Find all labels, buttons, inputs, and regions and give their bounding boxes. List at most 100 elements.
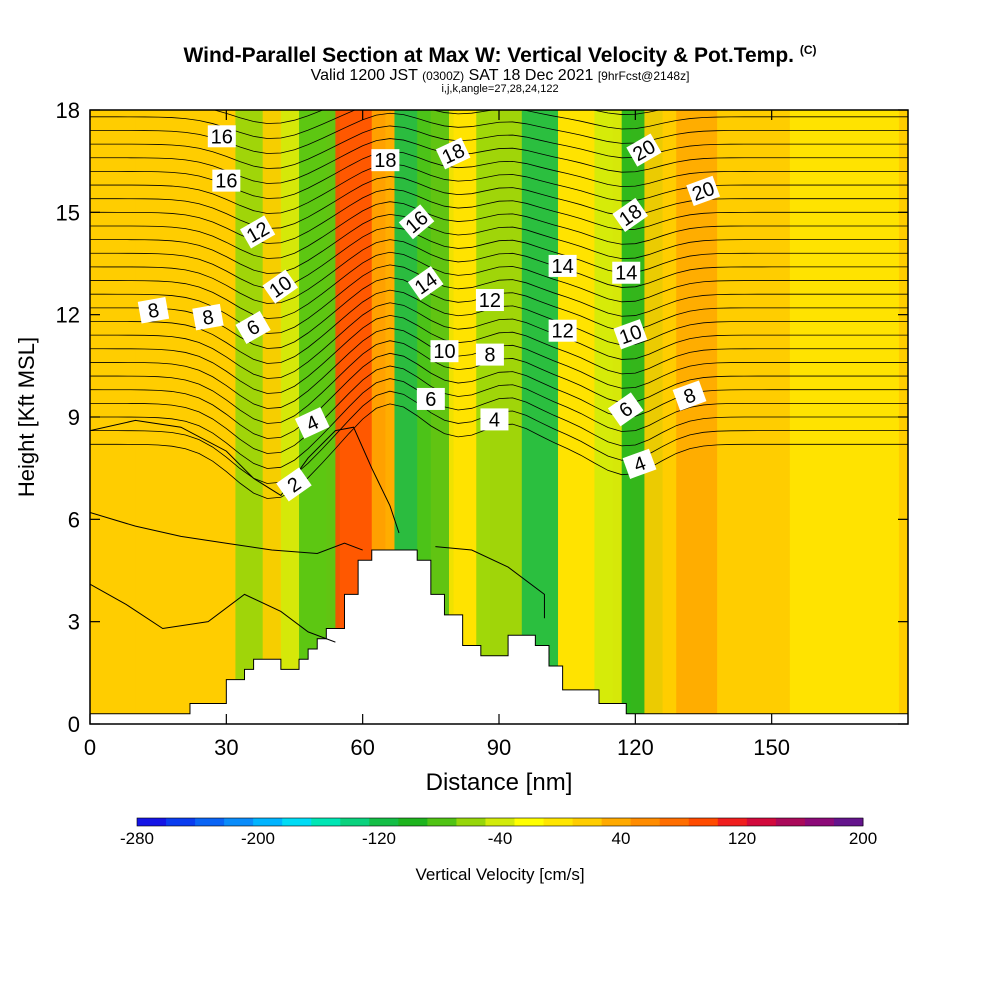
- chart-subtitle: Valid 1200 JST (0300Z) SAT 18 Dec 2021 […: [310, 67, 690, 84]
- theta-contour-line: [90, 201, 908, 259]
- contour-label-bg: [548, 254, 577, 277]
- colorbar-tick-label: -280: [120, 829, 154, 848]
- contour-label-text: 14: [615, 263, 637, 285]
- contour-label-bg: [622, 448, 657, 479]
- theta-contour-line: [90, 125, 908, 169]
- theta-contour-line: [90, 213, 908, 274]
- theta-contour-line: [90, 251, 908, 319]
- contour-label-text: 6: [425, 389, 436, 411]
- x-tick-label: 150: [753, 735, 790, 760]
- contour-label-bg: [548, 319, 577, 342]
- contour-label-text: 16: [211, 126, 233, 148]
- colorbar-swatch: [630, 818, 661, 826]
- theta-contour-line: [90, 583, 336, 643]
- theta-contour-label: 4: [622, 448, 657, 479]
- colorbar-swatch: [804, 818, 835, 826]
- colorbar-tick-label: 120: [728, 829, 756, 848]
- contour-label-text: 12: [479, 290, 501, 312]
- contour-label-bg: [240, 215, 276, 249]
- theta-contour-line: [90, 378, 908, 469]
- velocity-band: [521, 110, 559, 724]
- contour-label-bg: [475, 343, 504, 366]
- colorbar-swatch: [833, 818, 864, 826]
- contour-label-bg: [262, 269, 299, 304]
- contour-label-bg: [407, 266, 444, 301]
- colorbar: [136, 817, 864, 827]
- theta-contour-label: 12: [475, 289, 504, 312]
- colorbar-swatch: [253, 818, 283, 826]
- x-tick-label: 120: [617, 735, 654, 760]
- theta-contour-line: [90, 163, 908, 214]
- terrain-mask: [90, 549, 908, 724]
- contour-label-text: 16: [215, 171, 237, 193]
- colorbar-swatch: [282, 818, 312, 826]
- theta-contour-label: 6: [416, 387, 445, 411]
- colorbar-swatch: [717, 818, 748, 826]
- x-tick-label: 60: [350, 735, 374, 760]
- contour-label-bg: [276, 467, 312, 502]
- theta-contour-line: [90, 352, 908, 439]
- colorbar-tick-label: -40: [488, 829, 513, 848]
- y-axis: 0 3 6 9 12 15 18: [56, 98, 908, 737]
- colorbar-swatch: [572, 818, 603, 826]
- theta-contour-label: 4: [480, 408, 509, 431]
- x-tick-label: 30: [214, 735, 238, 760]
- colorbar-swatch: [311, 818, 341, 826]
- contour-label-bg: [430, 340, 459, 363]
- contour-label-bg: [613, 319, 648, 350]
- colorbar-frame: [136, 817, 864, 827]
- theta-contour-label: 16: [212, 169, 241, 193]
- colorbar-swatch: [688, 818, 719, 826]
- theta-contour-line: [90, 176, 908, 229]
- y-tick-label: 18: [56, 98, 80, 123]
- contour-label-bg: [612, 197, 648, 232]
- theta-contour-label: 8: [672, 380, 707, 411]
- colorbar-tick-label: 40: [612, 829, 631, 848]
- velocity-band: [676, 110, 718, 724]
- colorbar-swatch: [427, 818, 457, 826]
- theta-contour-line: [90, 239, 908, 304]
- theta-contour-label: 6: [235, 310, 271, 344]
- chart-indices: i,j,k,angle=27,28,24,122: [441, 83, 559, 95]
- y-tick-label: 6: [68, 507, 80, 532]
- y-tick-label: 0: [68, 712, 80, 737]
- colorbar-swatch: [137, 818, 167, 826]
- theta-contour-label: 2: [276, 467, 312, 502]
- theta-contour-line: [90, 512, 363, 554]
- contour-label-text: 14: [551, 256, 573, 278]
- contour-label-bg: [294, 407, 330, 439]
- contour-label-bg: [612, 261, 641, 284]
- theta-contour-line: [90, 264, 908, 334]
- theta-contour-label: 16: [207, 125, 236, 148]
- theta-contour-line: [90, 302, 908, 379]
- theta-contour-label: 14: [612, 261, 641, 285]
- contour-label-bg: [371, 149, 400, 172]
- colorbar-swatch: [340, 818, 370, 826]
- theta-contour-line: [90, 365, 908, 454]
- theta-contour-label: 8: [192, 303, 224, 331]
- colorbar-label: Vertical Velocity [cm/s]: [415, 865, 584, 884]
- theta-contour-label: 18: [371, 149, 400, 172]
- colorbar-swatch: [369, 818, 399, 826]
- contour-label-bg: [672, 380, 707, 411]
- colorbar-swatch: [543, 818, 574, 826]
- contour-label-text: 18: [374, 150, 396, 172]
- theta-contour-label: 4: [294, 407, 330, 439]
- x-axis: 0 30 60 90 120 150: [84, 110, 790, 760]
- contour-label-bg: [235, 310, 271, 344]
- colorbar-swatch: [398, 818, 428, 826]
- contour-label-bg: [137, 297, 170, 324]
- y-tick-label: 12: [56, 303, 80, 328]
- contour-label-text: 4: [489, 409, 500, 431]
- colorbar-swatch: [456, 818, 486, 826]
- theta-contour-line: [90, 315, 908, 394]
- theta-contour-label: 6: [607, 392, 644, 427]
- chart-title: Wind-Parallel Section at Max W: Vertical…: [183, 43, 817, 67]
- colorbar-swatch: [224, 818, 254, 826]
- x-tick-label: 0: [84, 735, 96, 760]
- contour-label-bg: [212, 169, 241, 192]
- theta-contour-label: 8: [137, 297, 170, 324]
- colorbar-swatch: [514, 818, 545, 826]
- theta-contour-line: [90, 188, 908, 244]
- colorbar-swatch: [195, 818, 225, 826]
